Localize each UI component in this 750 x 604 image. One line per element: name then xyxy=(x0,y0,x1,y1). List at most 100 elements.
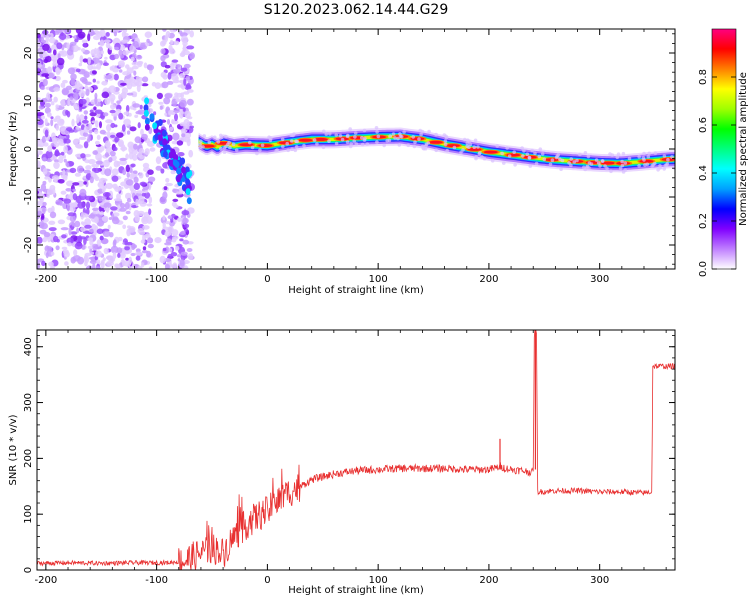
ridge-halo xyxy=(421,144,425,148)
ridge-halo xyxy=(434,148,439,153)
noise-speckle xyxy=(168,110,172,116)
noise-speckle xyxy=(138,172,144,179)
noise-speckle xyxy=(167,72,172,80)
noise-speckle xyxy=(84,81,92,86)
noise-speckle xyxy=(144,148,150,156)
noise-speckle xyxy=(163,208,169,216)
ridge-halo xyxy=(646,154,651,159)
noise-speckle xyxy=(166,80,174,85)
noise-speckle xyxy=(125,153,129,160)
noise-speckle xyxy=(160,168,165,174)
noise-speckle xyxy=(94,109,103,114)
noise-speckle xyxy=(44,102,51,108)
noise-speckle xyxy=(176,140,184,146)
noise-speckle xyxy=(40,183,47,192)
noise-speckle xyxy=(76,165,84,174)
ridge-halo xyxy=(424,142,429,146)
noise-speckle xyxy=(65,29,70,34)
noise-speckle xyxy=(62,154,66,159)
ridge-halo xyxy=(560,158,565,163)
noise-speckle xyxy=(104,152,109,158)
noise-speckle xyxy=(173,68,181,74)
ridge-halo xyxy=(201,145,205,149)
ridge-halo xyxy=(244,136,248,140)
ridge-halo xyxy=(608,152,612,156)
noise-speckle xyxy=(51,58,59,62)
noise-speckle xyxy=(142,246,147,251)
ridge-halo xyxy=(540,152,545,156)
noise-speckle xyxy=(79,98,87,105)
noise-speckle xyxy=(149,147,156,152)
noise-speckle xyxy=(172,132,180,141)
transition-mark xyxy=(168,151,174,159)
colorbar: 0.0 0.2 0.4 0.6 0.8 Normalized spectral ampl… xyxy=(698,28,749,277)
ridge-halo xyxy=(616,152,621,156)
noise-speckle xyxy=(171,111,176,116)
noise-speckle xyxy=(125,164,130,173)
noise-speckle xyxy=(179,32,188,37)
noise-speckle xyxy=(80,212,84,220)
noise-speckle xyxy=(80,226,87,232)
ridge-halo xyxy=(382,143,387,148)
noise-speckle xyxy=(60,190,67,195)
noise-speckle xyxy=(42,53,49,57)
noise-speckle xyxy=(110,245,119,254)
noise-speckle xyxy=(140,262,145,268)
ridge-core xyxy=(445,144,460,148)
noise-speckle xyxy=(96,80,100,84)
ridge-halo xyxy=(411,135,416,139)
noise-speckle xyxy=(122,169,127,176)
noise-speckle xyxy=(48,37,56,44)
noise-speckle xyxy=(132,170,138,174)
ridge-halo xyxy=(218,146,223,151)
ridge-halo xyxy=(285,141,290,146)
noise-speckle xyxy=(87,245,94,250)
snr-x-tick-label: -200 xyxy=(35,575,58,586)
noise-speckle xyxy=(89,260,98,264)
noise-speckle xyxy=(120,82,127,86)
ridge-halo xyxy=(528,164,533,168)
noise-speckle xyxy=(121,91,127,99)
noise-speckle xyxy=(84,159,91,164)
noise-speckle xyxy=(42,30,49,35)
ridge-halo xyxy=(334,141,339,146)
noise-speckle xyxy=(177,258,181,262)
noise-speckle xyxy=(99,39,105,47)
noise-speckle xyxy=(92,78,97,83)
noise-speckle xyxy=(125,64,130,69)
noise-speckle xyxy=(46,246,53,251)
noise-speckle xyxy=(159,196,167,205)
noise-speckle xyxy=(101,91,110,99)
noise-speckle xyxy=(142,76,149,83)
transition-mark xyxy=(143,104,149,112)
ridge-halo xyxy=(396,136,400,141)
ridge-halo xyxy=(609,169,613,174)
noise-speckle xyxy=(122,50,129,56)
noise-speckle xyxy=(124,240,128,246)
ridge-halo xyxy=(637,154,641,159)
noise-speckle xyxy=(54,159,60,163)
noise-speckle xyxy=(115,186,124,190)
noise-speckle xyxy=(131,61,139,66)
ridge-halo xyxy=(250,145,255,150)
ridge-halo xyxy=(527,155,532,160)
ridge-halo xyxy=(255,151,259,156)
noise-speckle xyxy=(105,207,110,213)
noise-speckle xyxy=(112,67,119,73)
noise-speckle xyxy=(165,182,173,187)
noise-speckle xyxy=(63,145,68,154)
noise-speckle xyxy=(126,92,134,96)
noise-speckle xyxy=(66,162,70,168)
snr-y-tick-label: 0 xyxy=(23,567,34,573)
noise-speckle xyxy=(114,136,120,143)
noise-speckle xyxy=(97,145,105,152)
noise-speckle xyxy=(135,55,143,60)
noise-speckle xyxy=(59,118,65,124)
noise-speckle xyxy=(56,42,63,50)
ridge-halo xyxy=(605,166,609,171)
noise-speckle xyxy=(66,42,70,50)
noise-speckle xyxy=(54,30,60,35)
ridge-halo xyxy=(621,151,626,156)
